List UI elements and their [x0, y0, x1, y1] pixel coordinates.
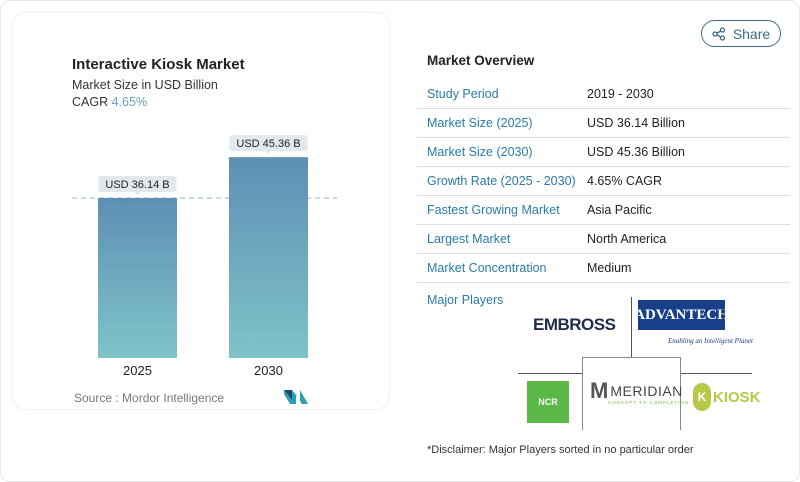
major-players-label: Major Players — [427, 293, 504, 307]
x-tick-label: 2025 — [123, 363, 152, 378]
cagr: CAGR 4.65% — [72, 95, 147, 109]
cagr-value: 4.65% — [111, 95, 148, 109]
overview-title: Market Overview — [427, 53, 535, 68]
overview-row: Market Concentration Medium — [417, 254, 790, 283]
overview-key: Market Concentration — [427, 261, 547, 275]
major-players-logos: EMBROSS ADVANTECH Enabling an Intelligen… — [500, 290, 770, 440]
cagr-label: CAGR — [72, 95, 109, 109]
overview-value: USD 45.36 Billion — [587, 145, 685, 159]
embross-logo: EMBROSS — [533, 315, 616, 334]
ncr-logo: NCR — [527, 381, 569, 423]
overview-value: 4.65% CAGR — [587, 174, 663, 188]
data-label-box — [229, 135, 308, 152]
data-label: USD 45.36 B — [236, 138, 300, 150]
overview-key: Study Period — [427, 87, 499, 101]
advantech-logo: ADVANTECH — [634, 300, 729, 330]
chart-subtitle: Market Size in USD Billion — [72, 78, 218, 92]
overview-value: Medium — [587, 261, 632, 275]
data-label-box — [98, 176, 177, 192]
overview-key: Market Size (2030) — [427, 145, 533, 159]
data-label-pointer — [265, 151, 272, 155]
overview-value: Asia Pacific — [587, 203, 652, 217]
share-icon — [712, 26, 725, 41]
data-label: USD 36.14 B — [105, 179, 169, 191]
overview-row: Growth Rate (2025 - 2030) 4.65% CAGR — [417, 167, 790, 196]
overview-table: Study Period 2019 - 2030 Market Size (2025… — [417, 80, 790, 283]
chart-title: Interactive Kiosk Market — [72, 56, 245, 73]
chart-card — [12, 12, 390, 410]
data-label-pointer — [134, 192, 141, 195]
overview-key: Growth Rate (2025 - 2030) — [427, 174, 576, 188]
meridian-name: MERIDIAN — [610, 383, 683, 399]
source-text: Source : Mordor Intelligence — [74, 391, 225, 405]
overview-row: Fastest Growing Market Asia Pacific — [417, 196, 790, 225]
overview-row: Largest Market North America — [417, 225, 790, 254]
kiosk-logo: K KIOSK — [693, 383, 761, 411]
meridian-logo: M MERIDIAN CONCEPT TO COMPLETION — [590, 378, 690, 405]
overview-key: Largest Market — [427, 232, 511, 246]
mordor-logo-icon — [284, 390, 308, 404]
overview-value: North America — [587, 232, 667, 246]
disclaimer: *Disclaimer: Major Players sorted in no … — [427, 444, 694, 456]
bar-chart: USD 36.14 B 2025 USD 45.36 B 2030 — [72, 135, 337, 378]
overview-value: USD 36.14 Billion — [587, 116, 685, 130]
share-button[interactable]: Share — [701, 20, 781, 47]
bar-2025 — [98, 198, 177, 358]
overview-key: Fastest Growing Market — [427, 203, 560, 217]
overview-value: 2019 - 2030 — [587, 87, 654, 101]
advantech-tagline: Enabling an Intelligent Planet — [668, 337, 753, 345]
kiosk-name: KIOSK — [713, 388, 761, 406]
share-label: Share — [732, 25, 771, 42]
meridian-tagline: CONCEPT TO COMPLETION — [608, 400, 690, 405]
x-tick-label: 2030 — [254, 363, 283, 378]
overview-row: Study Period 2019 - 2030 — [417, 80, 790, 109]
overview-row: Market Size (2025) USD 36.14 Billion — [417, 109, 790, 138]
overview-row: Market Size (2030) USD 45.36 Billion — [417, 138, 790, 167]
bar-2030 — [229, 157, 308, 358]
overview-key: Market Size (2025) — [427, 116, 533, 130]
